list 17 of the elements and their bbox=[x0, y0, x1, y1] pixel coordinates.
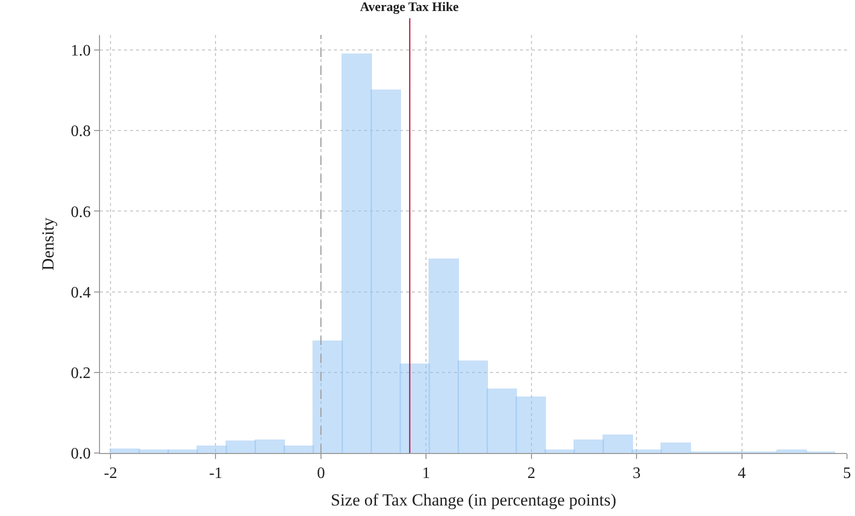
x-tick-label: 5 bbox=[843, 465, 851, 482]
x-tick-label: 0 bbox=[316, 465, 325, 482]
ref-line-label: Average Tax Hike bbox=[360, 0, 459, 14]
x-tick-label: 3 bbox=[632, 465, 641, 482]
y-tick-label: 0.0 bbox=[70, 446, 91, 463]
x-tick-label: -2 bbox=[104, 465, 118, 482]
y-tick-label: 0.2 bbox=[70, 364, 91, 382]
x-tick-label: -1 bbox=[209, 465, 222, 482]
x-axis-title: Size of Tax Change (in percentage points) bbox=[330, 490, 616, 510]
y-axis-title: Density bbox=[38, 217, 58, 270]
x-tick-label: 4 bbox=[738, 465, 746, 482]
y-tick-label: 0.4 bbox=[70, 284, 91, 302]
y-tick-label: 1.0 bbox=[70, 42, 91, 60]
x-tick-label: 1 bbox=[422, 465, 430, 482]
x-tick-label: 2 bbox=[527, 465, 536, 482]
y-tick-label: 0.6 bbox=[70, 204, 91, 221]
y-tick-label: 0.8 bbox=[70, 123, 91, 140]
